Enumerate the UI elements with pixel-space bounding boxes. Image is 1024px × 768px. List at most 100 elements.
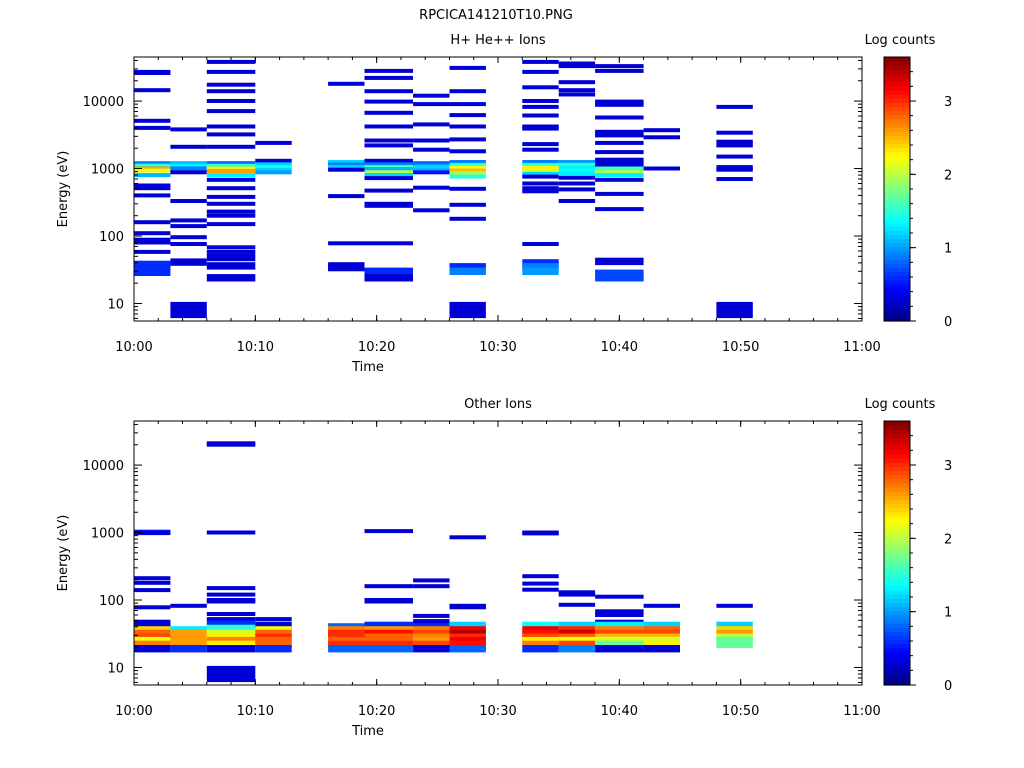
heatmap-cell bbox=[206, 177, 256, 182]
heatmap-cell bbox=[522, 162, 559, 167]
heatmap-cell bbox=[170, 170, 207, 175]
heatmap-cell bbox=[206, 169, 256, 173]
heatmap-cell bbox=[328, 645, 365, 653]
heatmap-cell bbox=[134, 88, 171, 93]
colorbar-tick-label: 2 bbox=[944, 168, 952, 183]
heatmap-cell bbox=[206, 209, 256, 214]
heatmap-cell bbox=[206, 132, 256, 137]
heatmap-cell bbox=[716, 165, 753, 170]
heatmap-cell bbox=[595, 173, 644, 178]
heatmap-cell bbox=[643, 603, 680, 608]
heatmap-cell bbox=[413, 168, 450, 172]
heatmap-cell bbox=[522, 181, 559, 186]
colorbar-segment bbox=[884, 77, 910, 83]
heatmap-cell bbox=[134, 193, 171, 198]
heatmap-cell bbox=[364, 636, 413, 645]
heatmap-cell bbox=[716, 130, 753, 135]
heatmap-cell bbox=[522, 160, 559, 164]
heatmap-cell bbox=[558, 168, 596, 173]
y-tick-label: 100 bbox=[99, 230, 124, 245]
heatmap-cell bbox=[255, 629, 292, 638]
colorbar-segment bbox=[884, 189, 910, 194]
colorbar-segment bbox=[884, 627, 910, 632]
heatmap-cell bbox=[170, 603, 207, 608]
y-tick-label: 10000 bbox=[83, 95, 124, 110]
heatmap-cell bbox=[134, 576, 171, 581]
heatmap-cell bbox=[413, 578, 450, 583]
colorbar-segment bbox=[884, 90, 910, 95]
colorbar-segment bbox=[884, 197, 910, 202]
heatmap-cell bbox=[206, 245, 256, 250]
panel-title: H+ He++ Ions bbox=[450, 33, 546, 48]
heatmap-cell bbox=[522, 263, 559, 271]
heatmap-cell bbox=[255, 640, 292, 649]
heatmap-cell bbox=[449, 89, 486, 94]
x-tick-label: 11:00 bbox=[843, 340, 880, 355]
colorbar-segment bbox=[884, 271, 910, 277]
heatmap-cell bbox=[558, 92, 596, 97]
figure-title: RPCICA141210T10.PNG bbox=[419, 8, 573, 23]
heatmap-cell bbox=[595, 257, 644, 266]
colorbar-segment bbox=[884, 201, 910, 207]
heatmap-cell bbox=[413, 170, 450, 175]
heatmap-cell bbox=[170, 235, 207, 240]
colorbar-segment bbox=[884, 614, 910, 620]
heatmap-cell bbox=[413, 102, 450, 107]
colorbar-segment bbox=[884, 312, 910, 318]
heatmap-cell bbox=[413, 185, 450, 190]
heatmap-cell bbox=[522, 629, 559, 638]
heatmap-cell bbox=[134, 636, 171, 645]
heatmap-cell bbox=[449, 65, 486, 70]
heatmap-cell bbox=[170, 242, 207, 246]
heatmap-cell bbox=[449, 621, 486, 630]
heatmap-cell bbox=[364, 68, 413, 73]
y-tick-label: 10000 bbox=[83, 459, 124, 474]
heatmap-cell bbox=[449, 102, 486, 107]
heatmap-cell bbox=[170, 301, 207, 319]
heatmap-cell bbox=[134, 640, 171, 649]
colorbar-segment bbox=[884, 275, 910, 281]
heatmap-cell bbox=[134, 125, 171, 130]
heatmap-cell bbox=[522, 113, 559, 118]
heatmap-cell bbox=[716, 640, 753, 649]
colorbar-segment bbox=[884, 577, 910, 583]
colorbar-segment bbox=[884, 569, 910, 575]
y-tick-label: 1000 bbox=[91, 527, 124, 542]
colorbar-segment bbox=[884, 647, 910, 653]
heatmap-cell bbox=[134, 531, 171, 536]
heatmap-cell bbox=[558, 645, 596, 653]
colorbar-segment bbox=[884, 205, 910, 211]
x-tick-label: 10:00 bbox=[115, 704, 152, 719]
heatmap-cell bbox=[522, 99, 559, 103]
heatmap-cell bbox=[449, 216, 486, 221]
heatmap-cell bbox=[558, 592, 596, 597]
heatmap-cell bbox=[206, 617, 256, 622]
colorbar-segment bbox=[884, 61, 910, 66]
heatmap-cell bbox=[449, 301, 486, 319]
heatmap-cell bbox=[206, 262, 256, 270]
heatmap-cell bbox=[522, 69, 559, 74]
heatmap-cell bbox=[134, 71, 171, 75]
x-tick-label: 10:30 bbox=[479, 340, 516, 355]
heatmap-cell bbox=[595, 177, 644, 182]
heatmap-cell bbox=[522, 242, 559, 246]
heatmap-cell bbox=[595, 64, 644, 69]
heatmap-cell bbox=[413, 640, 450, 649]
heatmap-cell bbox=[364, 75, 413, 80]
heatmap-cell bbox=[364, 162, 413, 167]
heatmap-cell bbox=[206, 665, 256, 683]
colorbar-segment bbox=[884, 594, 910, 599]
heatmap-cell bbox=[716, 621, 753, 630]
colorbar-segment bbox=[884, 643, 910, 649]
heatmap-cell bbox=[522, 85, 559, 90]
heatmap-cell bbox=[449, 636, 486, 645]
heatmap-cell bbox=[328, 194, 365, 199]
colorbar-segment bbox=[884, 487, 910, 492]
heatmap-cell bbox=[364, 599, 413, 604]
heatmap-cell bbox=[595, 133, 644, 138]
heatmap-cell bbox=[364, 167, 413, 172]
heatmap-cell bbox=[522, 165, 559, 170]
x-tick-label: 10:20 bbox=[358, 340, 395, 355]
colorbar-segment bbox=[884, 449, 910, 455]
heatmap-cell bbox=[206, 194, 256, 199]
